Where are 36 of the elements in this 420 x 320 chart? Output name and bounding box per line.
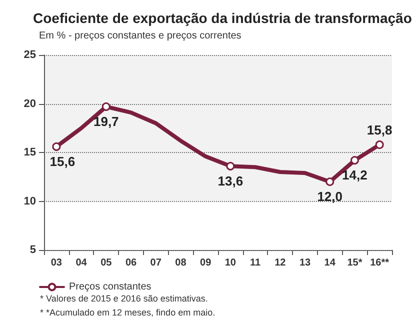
x-tick-label: 16**: [370, 258, 390, 268]
y-tick-label: 20: [24, 98, 36, 110]
x-tick-label: 04: [76, 258, 88, 268]
x-tick-label: 07: [150, 258, 162, 268]
y-tick-label: 25: [24, 49, 36, 61]
data-label: 19,7: [93, 114, 119, 129]
data-label: 14,2: [342, 168, 368, 183]
x-tick-label: 10: [224, 258, 236, 268]
y-tick-label: 10: [24, 195, 36, 208]
chart-subtitle: Em % - preços constantes e preços correntes: [39, 30, 242, 42]
point: [226, 162, 235, 170]
y-tick-label: 5: [30, 244, 36, 256]
x-tick-label: 12: [274, 258, 286, 268]
point: [102, 102, 110, 111]
x-tick-label: 08: [175, 258, 187, 268]
x-tick-label: 11: [250, 258, 262, 268]
point: [350, 156, 359, 165]
x-tick-label: 09: [200, 258, 212, 268]
x-tick-label: 15*: [347, 258, 362, 268]
x-tick-label: 14: [324, 258, 336, 268]
point: [52, 142, 61, 151]
data-label: 12,0: [317, 189, 343, 204]
x-tick-label: 06: [125, 258, 137, 268]
x-tick-label: 13: [299, 258, 311, 268]
point: [375, 140, 384, 149]
text: * Valores de 2015 e 2016 são estimativas.: [40, 294, 208, 304]
text: * *Acumulado em 12 meses, findo em maio.: [40, 308, 216, 318]
data-label: 15,6: [50, 154, 76, 169]
y-tick-label: 15: [24, 146, 36, 158]
legend-label: Preços constantes: [69, 282, 152, 292]
point: [326, 178, 334, 186]
data-label: 13,6: [218, 173, 244, 188]
data-label: 15,8: [366, 122, 392, 138]
chart-title: Coeficiente de exportação da indústria de transformação: [33, 10, 412, 26]
x-tick-label: 05: [100, 258, 112, 268]
x-tick-label: 03: [50, 258, 62, 268]
